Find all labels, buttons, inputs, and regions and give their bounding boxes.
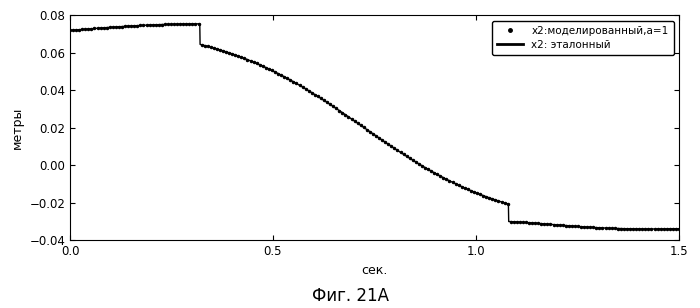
Y-axis label: метры: метры <box>10 107 24 149</box>
x2:моделированный,a=1 <box>66 29 74 32</box>
x2:моделированный,a=1 <box>644 227 652 231</box>
x2:моделированный,a=1 <box>626 227 634 231</box>
x2: эталонный: (1.43, -0.034): эталонный: (1.43, -0.034) <box>645 227 654 231</box>
x2: эталонный: (0.0765, 0.0733): эталонный: (0.0765, 0.0733) <box>97 26 105 30</box>
x2:моделированный,a=1 <box>675 227 683 230</box>
x2:моделированный,a=1 <box>102 26 111 30</box>
x2: эталонный: (1.46, -0.034): эталонный: (1.46, -0.034) <box>658 227 666 231</box>
x2: эталонный: (1.5, -0.0338): эталонный: (1.5, -0.0338) <box>675 227 683 230</box>
x2: эталонный: (0.73, 0.0192): эталонный: (0.73, 0.0192) <box>362 128 370 131</box>
x2:моделированный,a=1 <box>650 227 659 231</box>
x2:моделированный,a=1 <box>195 22 203 26</box>
Line: x2:моделированный,a=1: x2:моделированный,a=1 <box>68 22 681 231</box>
x2: эталонный: (0.32, 0.0755): эталонный: (0.32, 0.0755) <box>195 22 204 26</box>
x2: эталонный: (0.69, 0.0252): эталонный: (0.69, 0.0252) <box>346 116 354 120</box>
x2: эталонный: (1.18, -0.0315): эталонный: (1.18, -0.0315) <box>545 222 554 226</box>
x2:моделированный,a=1 <box>231 53 239 57</box>
x2:моделированный,a=1 <box>179 22 188 26</box>
Legend: x2:моделированный,a=1, x2: эталонный: x2:моделированный,a=1, x2: эталонный <box>491 21 674 55</box>
Line: x2: эталонный: x2: эталонный <box>70 24 679 229</box>
X-axis label: сек.: сек. <box>361 264 388 277</box>
x2: эталонный: (1.46, -0.034): эталонный: (1.46, -0.034) <box>657 227 666 231</box>
Text: Фиг. 21А: Фиг. 21А <box>312 287 388 305</box>
x2: эталонный: (0, 0.072): эталонный: (0, 0.072) <box>66 29 74 32</box>
x2:моделированный,a=1 <box>90 26 99 30</box>
